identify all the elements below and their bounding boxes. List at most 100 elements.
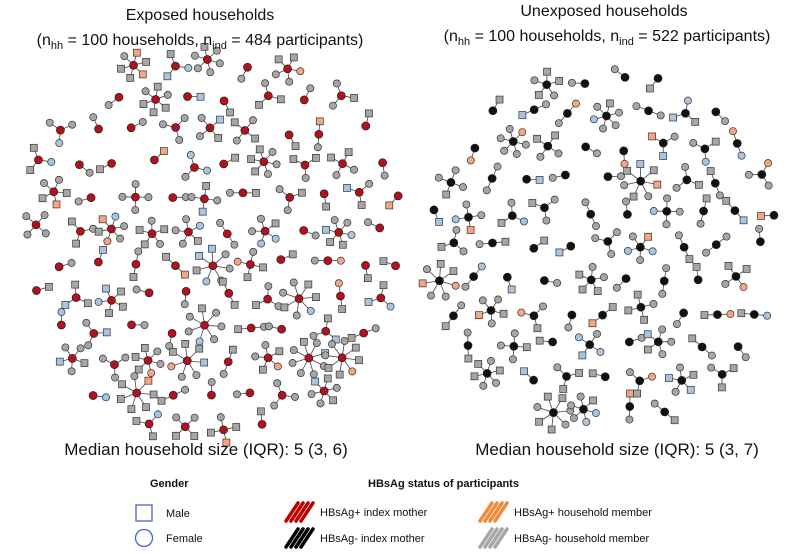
member [195,252,203,260]
member [633,389,641,398]
member [582,417,591,426]
member [83,299,92,308]
index-mother [299,226,309,235]
index-mother [336,91,346,101]
member [270,401,279,410]
index-mother [110,360,119,369]
index-mother [263,294,272,304]
member [215,59,224,68]
member [252,301,260,309]
member [193,64,202,73]
member [669,113,678,122]
member [592,222,600,231]
member [196,92,205,101]
index-mother [621,274,631,283]
member [257,214,265,223]
member [517,308,526,317]
member [332,171,341,180]
index-mother [56,125,65,135]
index-mother [31,220,41,230]
member [576,392,585,401]
index-mother [711,107,721,117]
member [300,337,308,346]
member [626,389,634,398]
member [581,198,590,207]
member [663,194,672,203]
member [144,376,153,385]
index-mother [660,407,670,417]
member [120,222,129,231]
member [737,151,746,160]
index-mother [699,206,708,216]
member [724,261,733,270]
index-mother [486,306,496,315]
member [512,150,521,158]
member [184,327,193,336]
member [684,96,692,105]
member [161,103,170,112]
index-mother [435,276,444,286]
index-mother [127,320,136,330]
index-mother [54,262,64,272]
member [533,324,542,333]
member [692,263,701,271]
member [195,344,204,353]
member [225,264,234,273]
member [26,166,35,174]
member [722,232,731,241]
index-mother [205,123,215,133]
member [200,358,209,367]
member [149,432,157,441]
member [102,328,111,337]
index-mother [68,354,77,363]
member [507,285,516,294]
member [203,166,211,175]
member [605,99,614,108]
member [312,293,320,301]
index-mother [171,123,180,132]
member [620,159,629,168]
member [149,390,158,399]
member [162,252,170,261]
member [550,195,559,204]
member [147,369,156,378]
index-mother [49,187,59,197]
index-mother [150,155,159,165]
member [321,351,330,360]
member [89,113,98,122]
member [206,68,215,77]
member [676,363,684,372]
index-mother [548,337,557,347]
member [646,84,654,93]
member [540,236,549,245]
member [273,362,282,371]
member [221,250,230,259]
member [328,340,336,349]
member [555,248,564,257]
member [142,403,150,412]
member [22,212,31,221]
member [140,344,149,352]
index-mother [107,224,116,234]
member [461,282,470,291]
index-mother [561,170,570,180]
index-mother [285,193,295,202]
member [134,365,143,374]
member [217,322,226,331]
member [739,216,748,225]
member [163,72,172,81]
index-mother [336,291,345,301]
member [542,100,550,109]
member [180,114,189,123]
member [276,95,285,104]
member [306,84,315,93]
index-mother [246,323,256,333]
index-mother [245,388,255,398]
legend-title: Gender [150,478,189,490]
index-mother [566,241,576,251]
member [593,329,601,338]
member [316,399,325,408]
index-mother [354,187,364,197]
index-mother [509,341,519,351]
member [508,355,517,364]
